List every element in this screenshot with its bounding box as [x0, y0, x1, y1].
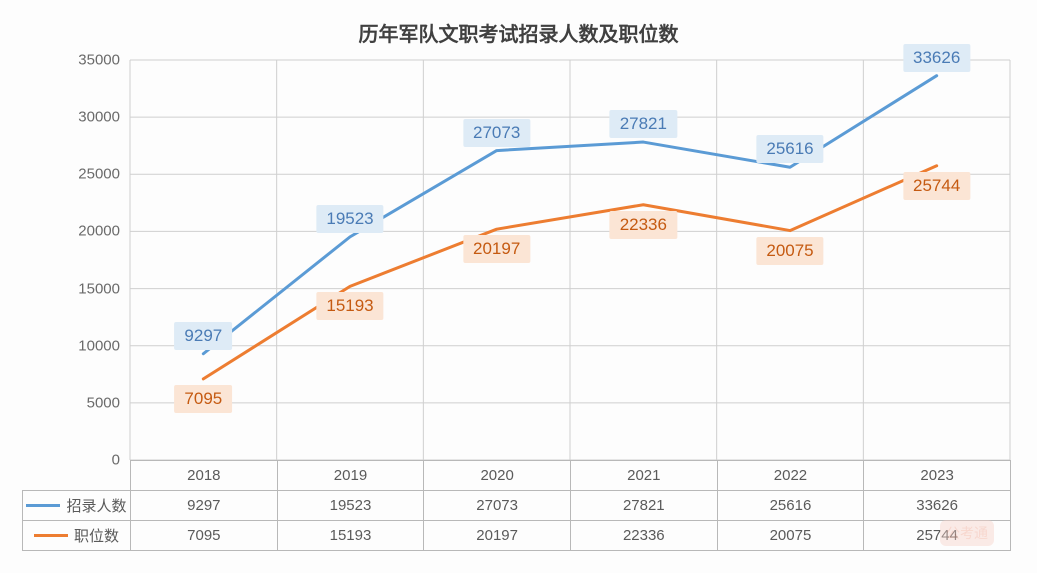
table-cell: 15193: [277, 521, 424, 551]
plot-area: 0500010000150002000025000300003500092971…: [130, 60, 1010, 460]
table-cell: 27073: [424, 491, 571, 521]
table-cell: 20197: [424, 521, 571, 551]
recruits-data-label: 27073: [463, 119, 530, 147]
y-tick-label: 20000: [78, 223, 120, 240]
table-header-year: 2021: [570, 461, 717, 491]
y-tick-label: 25000: [78, 166, 120, 183]
recruits-data-label: 33626: [903, 44, 970, 72]
positions-data-label: 15193: [316, 292, 383, 320]
table-cell: 33626: [864, 491, 1011, 521]
positions-data-label: 7095: [174, 385, 232, 413]
positions-data-label: 25744: [903, 172, 970, 200]
legend-label: 职位数: [74, 525, 119, 546]
table-header-year: 2019: [277, 461, 424, 491]
legend-label: 招录人数: [66, 495, 126, 516]
legend-cell-positions: 职位数: [23, 521, 131, 551]
table-header-year: 2018: [131, 461, 278, 491]
legend-line-icon: [34, 534, 68, 537]
table-cell: 19523: [277, 491, 424, 521]
plot-svg: [130, 60, 1010, 460]
legend-cell-recruits: 招录人数: [23, 491, 131, 521]
legend-table: 201820192020202120222023 招录人数929719523270…: [22, 460, 1011, 551]
table-header-blank: [23, 461, 131, 491]
y-tick-label: 35000: [78, 52, 120, 69]
table-header-year: 2022: [717, 461, 864, 491]
table-cell: 22336: [570, 521, 717, 551]
table-cell: 9297: [131, 491, 278, 521]
table-cell: 27821: [570, 491, 717, 521]
recruits-data-label: 19523: [316, 205, 383, 233]
table-header-year: 2020: [424, 461, 571, 491]
y-tick-label: 10000: [78, 337, 120, 354]
watermark: 公考通: [940, 520, 994, 546]
recruits-data-label: 9297: [174, 322, 232, 350]
y-tick-label: 30000: [78, 109, 120, 126]
positions-data-label: 20075: [756, 237, 823, 265]
chart-container: 历年军队文职考试招录人数及职位数 05000100001500020000250…: [0, 0, 1037, 573]
y-tick-label: 15000: [78, 280, 120, 297]
legend-line-icon: [26, 504, 60, 507]
data-table: 201820192020202120222023 招录人数929719523270…: [22, 460, 1010, 551]
table-cell: 20075: [717, 521, 864, 551]
recruits-data-label: 27821: [610, 110, 677, 138]
positions-data-label: 22336: [610, 211, 677, 239]
positions-data-label: 20197: [463, 235, 530, 263]
chart-title: 历年军队文职考试招录人数及职位数: [0, 18, 1037, 47]
table-cell: 25616: [717, 491, 864, 521]
recruits-data-label: 25616: [756, 135, 823, 163]
y-tick-label: 5000: [87, 394, 120, 411]
table-cell: 7095: [131, 521, 278, 551]
table-header-year: 2023: [864, 461, 1011, 491]
